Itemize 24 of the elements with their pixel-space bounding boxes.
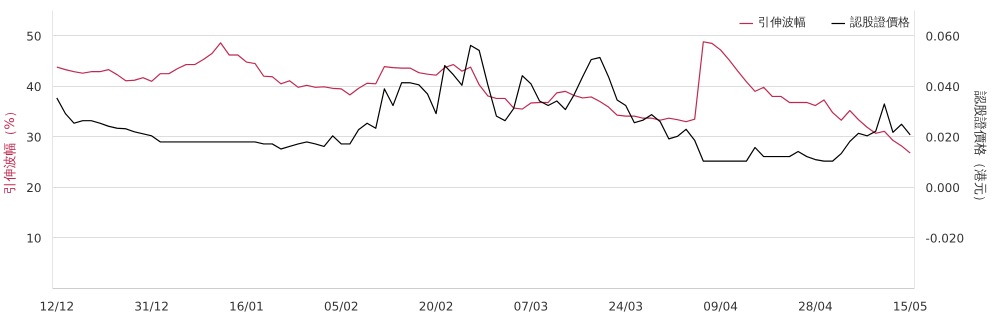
x-tick-label: 24/03 — [608, 300, 644, 314]
x-tick-label: 12/12 — [40, 300, 74, 314]
x-tick-label: 16/01 — [229, 300, 264, 314]
y2-tick-label: 0.060 — [926, 29, 960, 44]
y-tick-label: 20 — [26, 180, 42, 195]
y-axis-title: 引伸波幅（%） — [3, 104, 18, 195]
x-tick-label: 28/04 — [798, 300, 833, 314]
x-tick-label: 31/12 — [134, 300, 169, 314]
legend-label: 引伸波幅 — [758, 14, 806, 31]
y-tick-label: 10 — [26, 231, 42, 246]
legend-label: 認股證價格 — [850, 14, 910, 31]
x-tick-label: 09/04 — [703, 300, 738, 314]
y-tick-label: 30 — [26, 130, 42, 144]
x-tick-label: 05/02 — [324, 300, 359, 314]
x-tick-label: 07/03 — [514, 300, 548, 314]
y-tick-label: 50 — [26, 29, 42, 44]
y-tick-label: 40 — [26, 80, 42, 94]
y2-axis-title: 認股證價格（港元） — [972, 91, 988, 208]
x-tick-label: 20/02 — [418, 300, 454, 314]
y2-tick-label: 0.000 — [926, 180, 960, 195]
y2-tick-label: 0.040 — [926, 80, 960, 94]
y2-tick-label: 0.020 — [926, 130, 960, 144]
y2-tick-label: -0.020 — [926, 231, 964, 246]
x-tick-label: 15/05 — [892, 300, 928, 314]
